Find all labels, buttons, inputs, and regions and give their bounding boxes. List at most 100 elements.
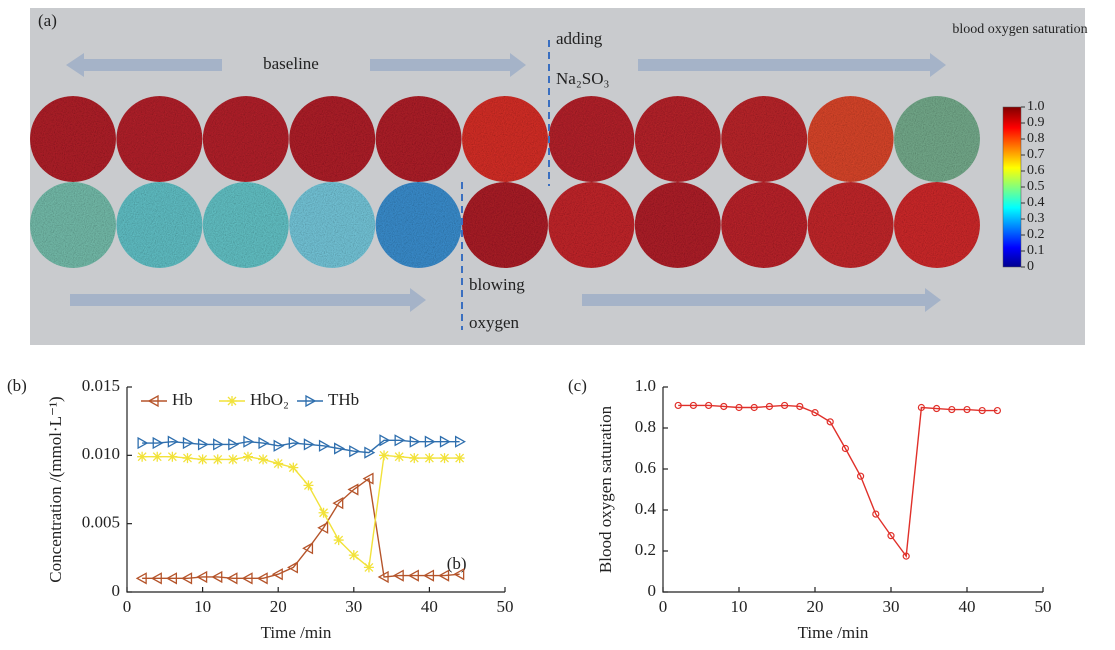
sample-image bbox=[462, 96, 548, 182]
legend-label: THb bbox=[328, 390, 359, 409]
x-tick-label: 40 bbox=[421, 597, 438, 616]
point bbox=[182, 453, 192, 463]
x-axis-label: Time /min bbox=[798, 623, 869, 642]
sample-image bbox=[548, 96, 634, 182]
annotation: baseline bbox=[263, 54, 319, 73]
y-tick-label: 0.2 bbox=[635, 540, 656, 559]
point bbox=[455, 453, 465, 463]
colorbar-tick-label: 0.8 bbox=[1027, 131, 1045, 146]
point bbox=[409, 453, 419, 463]
colorbar-tick-label: 0.9 bbox=[1027, 115, 1045, 130]
sample-image bbox=[203, 182, 289, 268]
y-tick-label: 0.8 bbox=[635, 417, 656, 436]
panel-label: (b) bbox=[7, 376, 27, 395]
point bbox=[167, 452, 177, 462]
annotation: Na₂SO₃ bbox=[556, 69, 609, 88]
sample-image bbox=[203, 96, 289, 182]
point bbox=[379, 450, 389, 460]
x-tick-label: 30 bbox=[883, 597, 900, 616]
point bbox=[152, 452, 162, 462]
point bbox=[137, 452, 147, 462]
x-tick-label: 50 bbox=[1035, 597, 1052, 616]
point bbox=[303, 480, 313, 490]
figure: (a) blood oxygen saturation baseline add… bbox=[0, 0, 1115, 650]
legend-label: HbO₂ bbox=[250, 390, 289, 409]
point bbox=[258, 454, 268, 464]
annotation: oxygen bbox=[469, 313, 520, 332]
colorbar-tick-label: 1.0 bbox=[1027, 99, 1045, 114]
sample-image bbox=[635, 96, 721, 182]
sample-image bbox=[30, 182, 116, 268]
point bbox=[198, 454, 208, 464]
sample-image bbox=[289, 96, 375, 182]
y-tick-label: 1.0 bbox=[635, 376, 656, 395]
sample-image bbox=[808, 182, 894, 268]
annotation: blowing bbox=[469, 275, 525, 294]
colorbar-title: blood oxygen saturation bbox=[952, 22, 1087, 37]
colorbar-tick-label: 0.4 bbox=[1027, 195, 1045, 210]
y-tick-label: 0 bbox=[648, 581, 657, 600]
y-axis-label: Blood oxygen saturation bbox=[596, 405, 615, 573]
panel-label: (a) bbox=[38, 11, 57, 30]
sample-image bbox=[462, 182, 548, 268]
sample-image bbox=[548, 182, 634, 268]
point bbox=[227, 396, 237, 406]
colorbar-tick-label: 0.6 bbox=[1027, 163, 1045, 178]
point bbox=[213, 454, 223, 464]
colorbar bbox=[1003, 107, 1021, 267]
colorbar-tick-label: 0.1 bbox=[1027, 243, 1045, 258]
point bbox=[349, 550, 359, 560]
series-line bbox=[142, 455, 460, 567]
x-tick-label: 40 bbox=[959, 597, 976, 616]
colorbar-tick-label: 0.5 bbox=[1027, 179, 1045, 194]
x-tick-label: 0 bbox=[123, 597, 132, 616]
colorbar-tick-label: 0 bbox=[1027, 259, 1034, 274]
legend-label: Hb bbox=[172, 390, 193, 409]
sample-image bbox=[894, 182, 980, 268]
sample-image bbox=[376, 96, 462, 182]
sample-image bbox=[894, 96, 980, 182]
annotation: adding bbox=[556, 29, 603, 48]
sample-image bbox=[808, 96, 894, 182]
sample-image bbox=[289, 182, 375, 268]
sample-image bbox=[635, 182, 721, 268]
point bbox=[319, 508, 329, 518]
point bbox=[394, 452, 404, 462]
y-tick-label: 0.015 bbox=[82, 376, 120, 395]
sample-image bbox=[721, 182, 807, 268]
x-tick-label: 30 bbox=[345, 597, 362, 616]
y-tick-label: 0.4 bbox=[635, 499, 657, 518]
point bbox=[424, 453, 434, 463]
y-tick-label: 0.6 bbox=[635, 458, 656, 477]
y-tick-label: 0.005 bbox=[82, 513, 120, 532]
colorbar-tick-label: 0.3 bbox=[1027, 211, 1045, 226]
x-tick-label: 10 bbox=[194, 597, 211, 616]
point bbox=[364, 562, 374, 572]
point bbox=[243, 452, 253, 462]
x-tick-label: 0 bbox=[659, 597, 668, 616]
x-tick-label: 10 bbox=[731, 597, 748, 616]
y-axis-label: Concentration /(mmol·L⁻¹) bbox=[46, 396, 65, 582]
sample-image bbox=[721, 96, 807, 182]
panel-label: (c) bbox=[568, 376, 587, 395]
point bbox=[440, 453, 450, 463]
point bbox=[273, 459, 283, 469]
series-line bbox=[678, 405, 997, 556]
axes bbox=[663, 387, 1043, 592]
x-axis-label: Time /min bbox=[261, 623, 332, 642]
sample-image bbox=[30, 96, 116, 182]
x-tick-label: 20 bbox=[270, 597, 287, 616]
sample-image bbox=[116, 96, 202, 182]
y-tick-label: 0.010 bbox=[82, 444, 120, 463]
x-tick-label: 20 bbox=[807, 597, 824, 616]
sample-image bbox=[116, 182, 202, 268]
colorbar-tick-label: 0.2 bbox=[1027, 227, 1045, 242]
point bbox=[334, 535, 344, 545]
series-line bbox=[142, 479, 460, 579]
point bbox=[228, 454, 238, 464]
colorbar-tick-label: 0.7 bbox=[1027, 147, 1045, 162]
point bbox=[288, 463, 298, 473]
y-tick-label: 0 bbox=[112, 581, 121, 600]
sample-image bbox=[376, 182, 462, 268]
x-tick-label: 50 bbox=[497, 597, 514, 616]
